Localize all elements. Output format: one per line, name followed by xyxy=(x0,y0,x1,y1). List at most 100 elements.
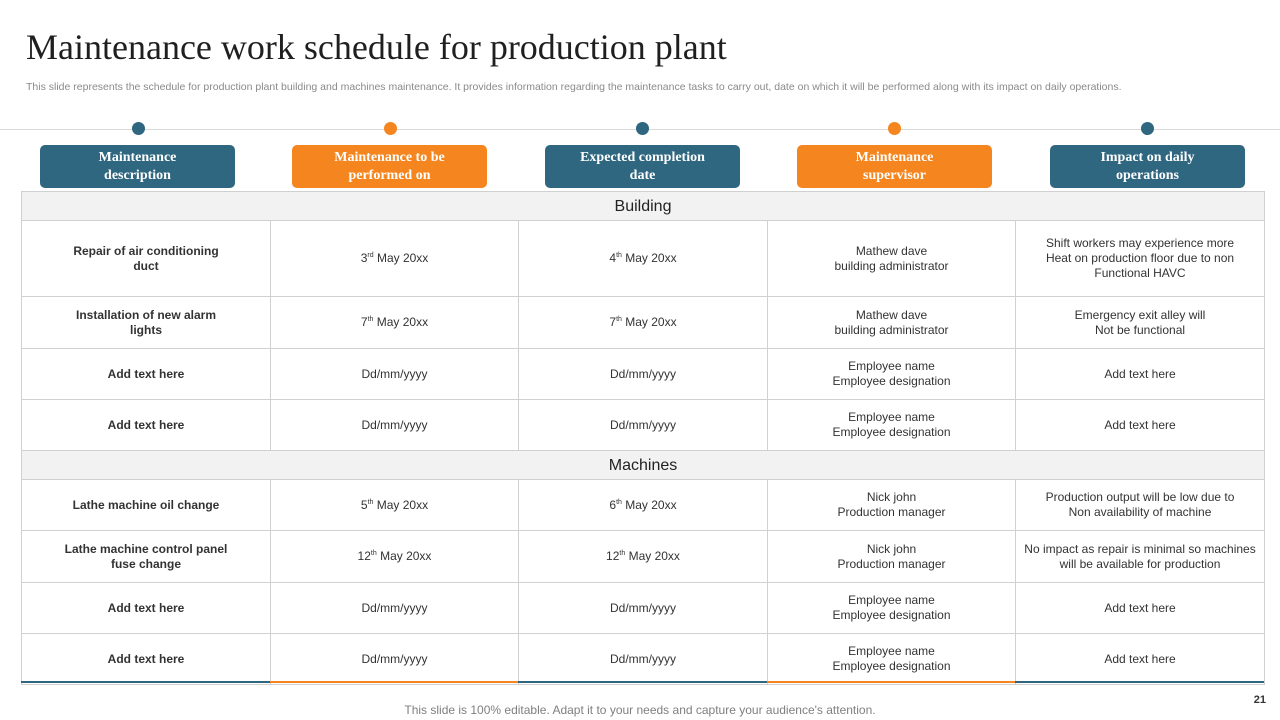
completion-date-cell: 6th May 20xx xyxy=(518,479,768,531)
schedule-table: Building Repair of air conditioning duct 3… xyxy=(20,191,1266,685)
completion-date-cell: Dd/mm/yyyy xyxy=(518,399,768,451)
impact-line: Add text here xyxy=(1104,651,1176,666)
date-suffix: rd xyxy=(367,252,374,259)
impact-line: No impact as repair is minimal so machin… xyxy=(1024,541,1256,556)
date-placeholder: Dd/mm/yyyy xyxy=(361,366,428,381)
completion-date-cell: Dd/mm/yyyy xyxy=(518,348,768,400)
impact-cell: Add text here xyxy=(1014,399,1266,451)
date-placeholder: Dd/mm/yyyy xyxy=(361,600,428,615)
completion-date-cell: Dd/mm/yyyy xyxy=(518,633,768,685)
task-cell: Lathe machine oil change xyxy=(21,479,271,531)
supervisor-line: Employee name xyxy=(848,644,935,658)
timeline-dot xyxy=(888,122,901,135)
date-month-year: May 20xx xyxy=(621,497,677,512)
impact-cell: No impact as repair is minimal so machin… xyxy=(1014,530,1266,583)
timeline-dot xyxy=(132,122,145,135)
supervisor-line: Production manager xyxy=(837,505,946,519)
start-date-cell: Dd/mm/yyyy xyxy=(270,582,519,634)
column-bottom-accent xyxy=(270,681,518,683)
table-row: Add text here Dd/mm/yyyy Dd/mm/yyyy Employe… xyxy=(21,348,1266,400)
date-day: 4 xyxy=(609,251,617,265)
start-date-cell: Dd/mm/yyyy xyxy=(270,399,519,451)
completion-date-cell: Dd/mm/yyyy xyxy=(518,582,768,634)
completion-date-cell: 4th May 20xx xyxy=(518,220,768,297)
date-month-year: May 20xx xyxy=(373,497,429,512)
impact-cell: Emergency exit alley will Not be function… xyxy=(1014,296,1266,349)
date-day: 12 xyxy=(606,549,620,563)
impact-line: Add text here xyxy=(1104,366,1176,381)
supervisor-line: building administrator xyxy=(834,258,949,273)
date-suffix: th xyxy=(616,252,622,259)
impact-line: Add text here xyxy=(1104,417,1176,432)
supervisor-cell: Mathew dave building administrator xyxy=(767,296,1016,349)
supervisor-line: Nick john xyxy=(866,490,917,504)
footer-note: This slide is 100% editable. Adapt it to… xyxy=(404,703,876,717)
section-row: Building xyxy=(20,191,1266,221)
column-header: Maintenance supervisor xyxy=(797,145,992,188)
date-placeholder: Dd/mm/yyyy xyxy=(361,417,428,432)
supervisor-cell: Employee name Employee designation xyxy=(767,399,1016,451)
date-day: 3 xyxy=(360,251,368,265)
supervisor-cell: Employee name Employee designation xyxy=(767,348,1016,400)
supervisor-line: Employee name xyxy=(848,410,935,424)
table-row: Installation of new alarm lights 7th May … xyxy=(21,296,1266,349)
date-month-year: May 20xx xyxy=(621,251,677,265)
impact-cell: Add text here xyxy=(1014,633,1266,685)
date-day: 7 xyxy=(609,315,617,329)
table-row: Repair of air conditioning duct 3rd May 2… xyxy=(21,220,1266,297)
start-date-cell: Dd/mm/yyyy xyxy=(270,633,519,685)
supervisor-cell: Nick john Production manager xyxy=(767,479,1016,531)
table-row: Add text here Dd/mm/yyyy Dd/mm/yyyy Employe… xyxy=(21,582,1266,634)
date-placeholder: Dd/mm/yyyy xyxy=(610,651,676,666)
date-placeholder: Dd/mm/yyyy xyxy=(610,600,676,615)
date-month-year: May 20xx xyxy=(625,549,680,563)
start-date-cell: 5th May 20xx xyxy=(270,479,519,531)
table-row: Add text here Dd/mm/yyyy Dd/mm/yyyy Employe… xyxy=(21,399,1266,451)
table-row: Lathe machine control panel fuse change 1… xyxy=(21,530,1266,583)
supervisor-line: Employee designation xyxy=(832,659,951,673)
section-title: Machines xyxy=(20,450,1266,480)
supervisor-line: Employee designation xyxy=(832,608,951,622)
supervisor-line: Employee designation xyxy=(832,374,951,388)
section-row: Machines xyxy=(20,450,1266,480)
supervisor-line: Employee name xyxy=(848,593,935,607)
completion-date-cell: 12th May 20xx xyxy=(518,530,768,583)
section-title: Building xyxy=(20,191,1266,221)
impact-cell: Shift workers may experience more Heat on… xyxy=(1014,220,1266,297)
supervisor-line: Employee name xyxy=(848,359,935,373)
table-row: Lathe machine oil change 5th May 20xx 6th … xyxy=(21,479,1266,531)
table-row: Add text here Dd/mm/yyyy Dd/mm/yyyy Employe… xyxy=(21,633,1266,685)
date-suffix: th xyxy=(619,550,626,557)
impact-line: Functional HAVC xyxy=(1094,266,1186,280)
column-bottom-accent xyxy=(767,681,1015,683)
start-date-cell: Dd/mm/yyyy xyxy=(270,348,519,400)
task-cell: Add text here xyxy=(21,348,271,400)
date-placeholder: Dd/mm/yyyy xyxy=(361,651,428,666)
impact-cell: Production output will be low due to Non … xyxy=(1014,479,1266,531)
date-suffix: th xyxy=(616,498,622,506)
column-header: Maintenance to be performed on xyxy=(292,145,487,188)
date-suffix: th xyxy=(370,550,377,557)
column-bottom-accent xyxy=(518,681,767,683)
date-month-year: May 20xx xyxy=(376,549,432,563)
supervisor-line: building administrator xyxy=(834,322,949,337)
supervisor-line: Mathew dave xyxy=(855,307,928,322)
impact-line: will be available for production xyxy=(1059,556,1221,571)
start-date-cell: 7th May 20xx xyxy=(270,296,519,349)
date-suffix: th xyxy=(367,498,374,506)
supervisor-cell: Mathew dave building administrator xyxy=(767,220,1016,297)
start-date-cell: 12th May 20xx xyxy=(270,530,519,583)
impact-line: Non availability of machine xyxy=(1068,505,1212,519)
impact-cell: Add text here xyxy=(1014,348,1266,400)
impact-line: Shift workers may experience more xyxy=(1045,236,1235,250)
date-placeholder: Dd/mm/yyyy xyxy=(610,366,676,381)
column-header: Impact on daily operations xyxy=(1050,145,1245,188)
column-header: Expected completion date xyxy=(545,145,740,188)
column-header: Maintenance description xyxy=(40,145,235,188)
date-month-year: May 20xx xyxy=(373,251,429,265)
start-date-cell: 3rd May 20xx xyxy=(270,220,519,297)
date-month-year: May 20xx xyxy=(373,315,429,329)
supervisor-line: Mathew dave xyxy=(855,243,928,258)
impact-line: Not be functional xyxy=(1094,322,1186,337)
date-suffix: th xyxy=(616,316,622,323)
